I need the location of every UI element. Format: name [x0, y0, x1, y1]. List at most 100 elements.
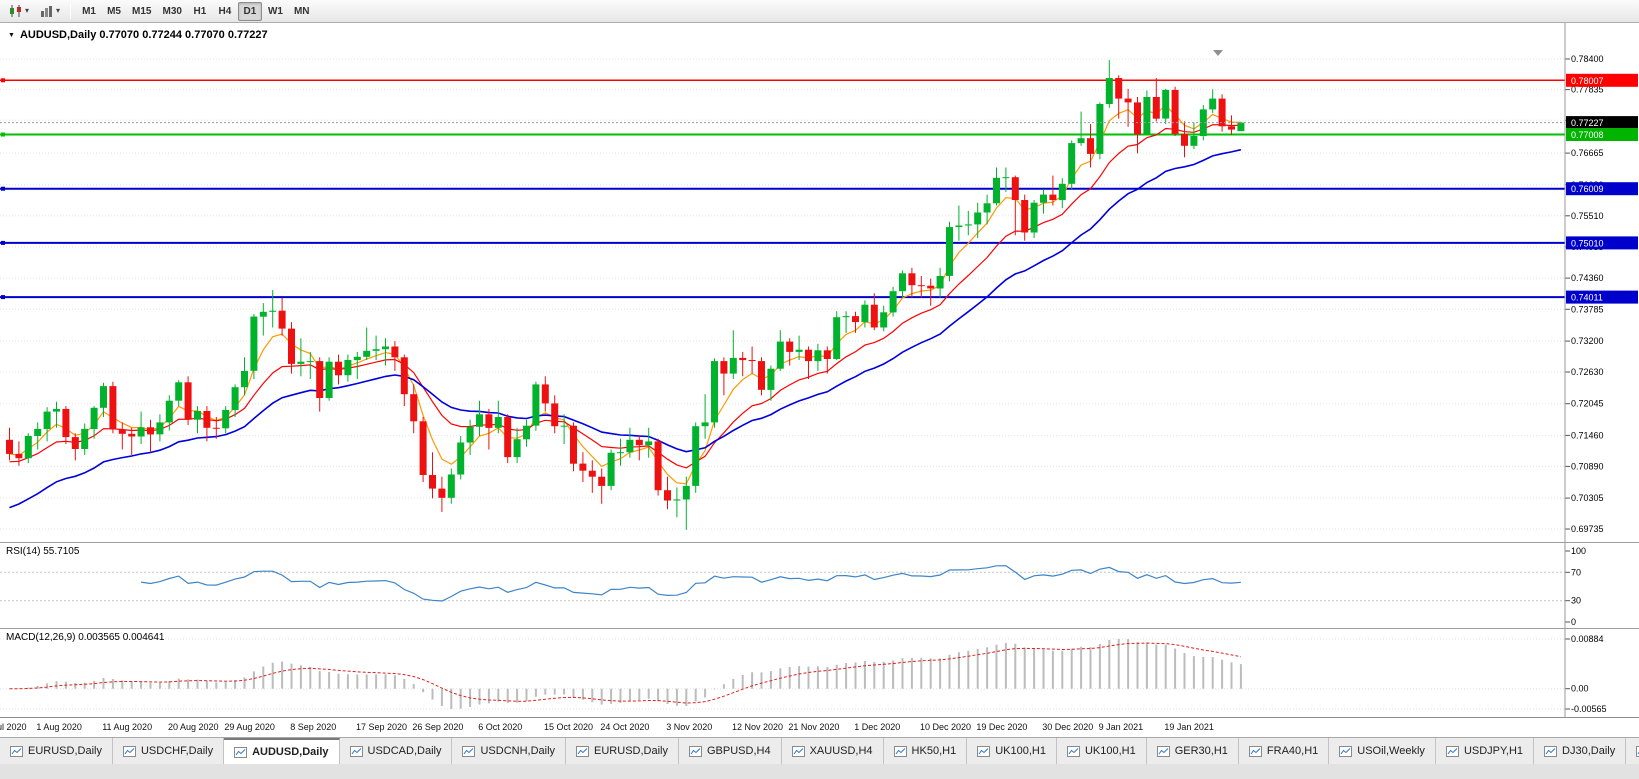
date-label: 3 Nov 2020 [666, 722, 713, 732]
resistance-line-0-78007-handle[interactable] [1, 78, 5, 83]
date-label: 20 Aug 2020 [168, 722, 219, 732]
chart-title-text: AUDUSD,Daily 0.77070 0.77244 0.77070 0.7… [19, 29, 268, 41]
tab-chart-icon [893, 745, 907, 757]
tab-chart-icon [1339, 745, 1353, 757]
support-line-0-77008-handle[interactable] [1, 132, 5, 137]
price-chart-canvas[interactable]: 0.784000.778350.772700.766650.760800.755… [0, 23, 1639, 542]
panel-separator[interactable] [0, 628, 1639, 629]
chart-tab-eurusd-daily[interactable]: EURUSD,Daily [566, 738, 679, 764]
tab-label: USDJPY,H1 [1463, 745, 1524, 757]
chart-title-collapse-icon[interactable]: ▼ [8, 31, 15, 39]
timeframe-button-D1[interactable]: D1 [237, 1, 262, 21]
chart-tab-xauusd-h4[interactable]: XAUUSD,H4 [781, 738, 884, 764]
date-label: 1 Aug 2020 [36, 722, 82, 732]
chart-tab-dj30-daily[interactable]: DJ30,Daily [1534, 738, 1627, 764]
chart-tab-usdchf-daily[interactable]: USDCHF,Daily [112, 738, 225, 764]
date-label: 12 Nov 2020 [732, 722, 784, 732]
tab-chart-icon [234, 746, 248, 758]
chevron-down-icon: ▾ [25, 6, 30, 15]
timeframe-button-MN[interactable]: MN [293, 5, 310, 17]
rsi-panel[interactable]: 100 70 30 0 RSI(14) 55.7105 [0, 543, 1639, 628]
tab-label: USDCHF,Daily [140, 745, 214, 757]
tab-chart-icon [462, 745, 476, 757]
price-tag-0.76009: 0.76009 [1566, 182, 1638, 196]
timeframe-button-W1[interactable]: W1 [267, 5, 283, 17]
tab-label: UK100,H1 [1084, 745, 1136, 757]
tab-chart-icon [122, 745, 136, 757]
rsi-label: RSI(14) 55.7105 [6, 546, 80, 557]
tab-chart-icon [791, 745, 805, 757]
support-line-0-76009-handle[interactable] [1, 186, 5, 191]
svg-text:0.69735: 0.69735 [1571, 524, 1604, 534]
svg-text:0.70305: 0.70305 [1571, 493, 1604, 503]
price-chart-panel[interactable]: 0.784000.778350.772700.766650.760800.755… [0, 23, 1639, 542]
svg-text:30: 30 [1571, 596, 1581, 606]
timeframe-button-H1[interactable]: H1 [193, 5, 207, 17]
macd-panel[interactable]: 0.00884 0.00 -0.00565 MACD(12,26,9) 0.0035… [0, 629, 1639, 717]
chart-shift-marker[interactable] [1213, 50, 1223, 56]
price-tag-0.75010: 0.75010 [1566, 236, 1638, 250]
date-label: 11 Aug 2020 [102, 722, 153, 732]
tab-chart-icon [349, 745, 363, 757]
macd-histogram [17, 639, 1242, 709]
chart-tab-gbpusd-h4[interactable]: GBPUSD,H4 [679, 738, 782, 764]
macd-label: MACD(12,26,9) 0.003565 0.004641 [6, 632, 165, 643]
svg-text:0: 0 [1571, 617, 1576, 627]
chart-type-dropdown-button[interactable]: ▾ [4, 2, 33, 21]
timeframe-button-M15[interactable]: M15 [132, 5, 152, 17]
chart-tab-audusd-daily[interactable]: AUDUSD,Daily [224, 738, 340, 764]
svg-text:100: 100 [1571, 546, 1586, 556]
support-line-0-75010-handle[interactable] [1, 240, 5, 245]
chart-tab-uk100-h1[interactable]: UK100,H1 [1056, 738, 1147, 764]
chart-tab-usoil-weekly[interactable]: USOil,Weekly [1329, 738, 1436, 764]
tab-chart-icon [1636, 745, 1639, 757]
chart-tab-bar: EURUSD,Daily USDCHF,Daily AUDUSD,Daily USDC… [0, 737, 1639, 779]
svg-text:0.78007: 0.78007 [1571, 76, 1604, 86]
chart-tab-china300-h1[interactable]: CHINA300,H1 [1626, 738, 1639, 764]
tab-label: USOil,Weekly [1357, 745, 1425, 757]
svg-text:0.00: 0.00 [1571, 684, 1589, 694]
date-label: 15 Oct 2020 [544, 722, 594, 732]
svg-text:0.71460: 0.71460 [1571, 430, 1604, 440]
chart-tab-uk100-h1[interactable]: UK100,H1 [967, 738, 1057, 764]
price-tag-0.77227: 0.77227 [1566, 116, 1638, 130]
svg-text:0.72045: 0.72045 [1571, 399, 1604, 409]
chart-title: ▼ AUDUSD,Daily 0.77070 0.77244 0.77070 0… [8, 29, 268, 41]
svg-text:0.76665: 0.76665 [1571, 148, 1604, 158]
timeframe-button-M30[interactable]: M30 [162, 5, 182, 17]
support-line-0-74011-handle[interactable] [1, 295, 5, 300]
toolbar: ▾ ▾ M1 M5 M15 M30 H1 H4 D1 W1 MN [0, 0, 1639, 23]
svg-text:0.73200: 0.73200 [1571, 336, 1604, 346]
bar-chart-icon [39, 4, 55, 18]
timeframe-button-M5[interactable]: M5 [107, 5, 121, 17]
tab-chart-icon [689, 745, 702, 757]
date-label: 19 Dec 2020 [976, 722, 1028, 732]
chart-tab-usdjpy-h1[interactable]: USDJPY,H1 [1435, 738, 1535, 764]
panel-separator[interactable] [0, 542, 1639, 543]
price-tag-0.74011: 0.74011 [1566, 290, 1638, 304]
tab-label: EURUSD,Daily [28, 745, 102, 757]
period-dropdown-button[interactable]: ▾ [35, 2, 64, 21]
chart-tab-eurusd-daily[interactable]: EURUSD,Daily [0, 738, 113, 764]
chart-tab-usdcnh-daily[interactable]: USDCNH,Daily [452, 738, 567, 764]
timeframe-button-H4[interactable]: H4 [218, 5, 232, 17]
svg-text:0.73785: 0.73785 [1571, 304, 1604, 314]
tab-label: UK100,H1 [995, 745, 1046, 757]
tab-label: DJ30,Daily [1562, 745, 1616, 757]
timeframe-button-M1[interactable]: M1 [82, 5, 96, 17]
svg-text:-0.00565: -0.00565 [1571, 704, 1607, 714]
svg-text:0.74011: 0.74011 [1571, 293, 1603, 303]
date-label: 8 Sep 2020 [290, 722, 337, 732]
tab-chart-icon [1445, 745, 1459, 757]
svg-text:0.75510: 0.75510 [1571, 211, 1604, 221]
svg-text:0.77227: 0.77227 [1571, 118, 1604, 128]
date-label: 23 Jul 2020 [0, 722, 27, 732]
tab-chart-icon [576, 745, 590, 757]
svg-text:0.75010: 0.75010 [1571, 238, 1604, 248]
chart-tab-hk50-h1[interactable]: HK50,H1 [883, 738, 968, 764]
rsi-canvas: 100 70 30 0 [0, 543, 1586, 628]
chart-tab-fra40-h1[interactable]: FRA40,H1 [1238, 738, 1330, 764]
chart-tab-usdcad-daily[interactable]: USDCAD,Daily [339, 738, 453, 764]
chart-tab-ger30-h1[interactable]: GER30,H1 [1146, 738, 1239, 764]
